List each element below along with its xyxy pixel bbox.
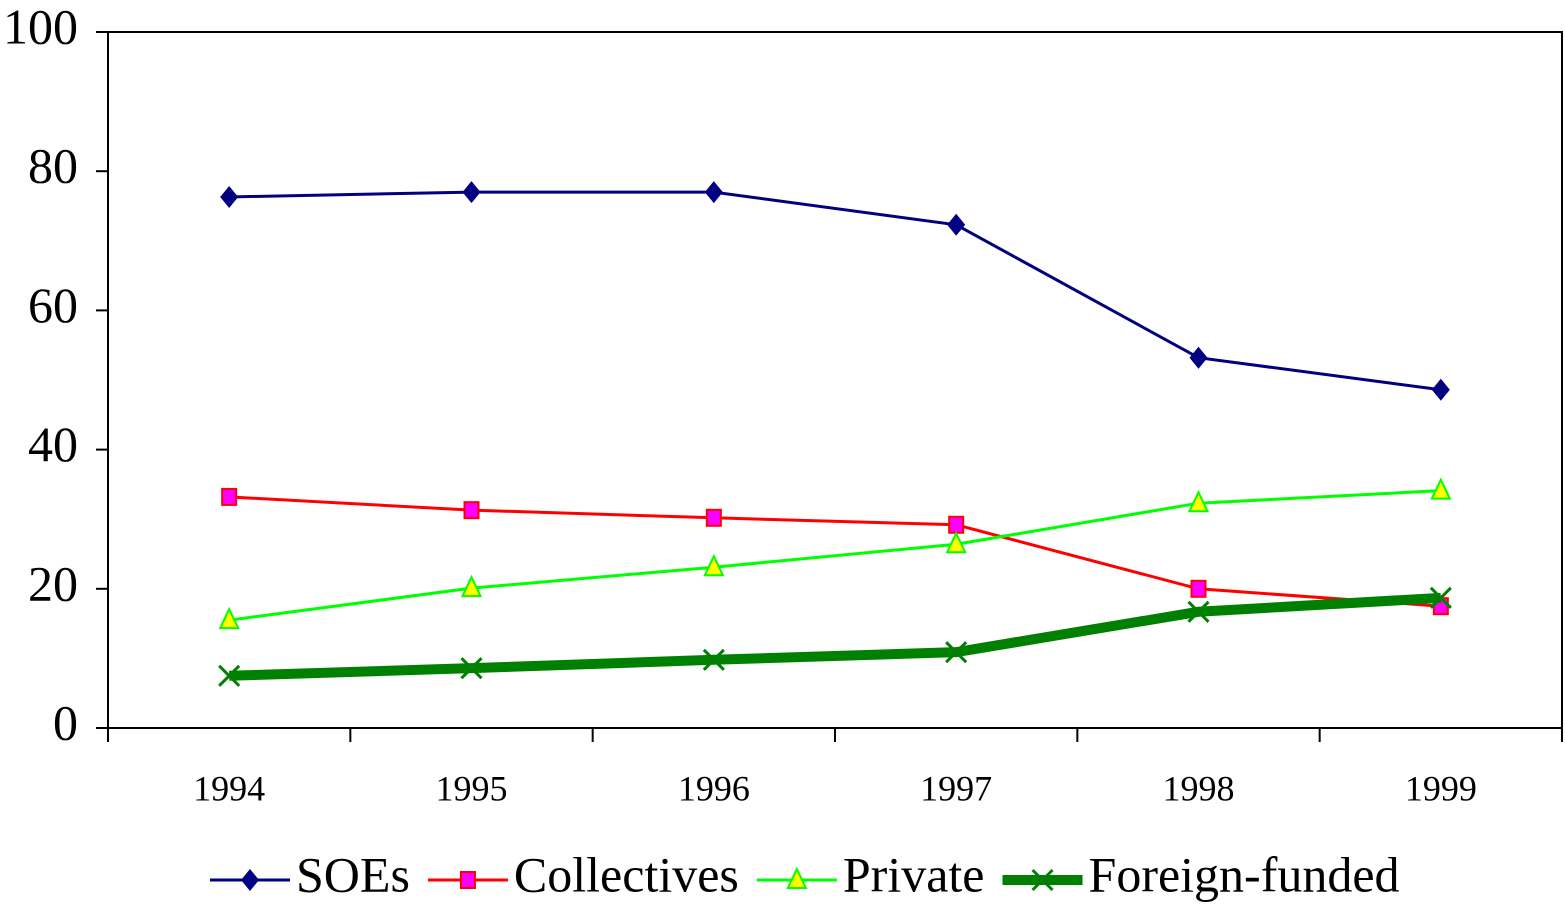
marker [1190,579,1207,598]
marker [945,641,968,664]
marker [705,508,722,527]
legend-item: SOEs [210,846,410,902]
marker [221,487,238,506]
marker [1031,868,1054,892]
y-tick-label: 40 [28,416,78,472]
marker [462,181,481,204]
marker [948,515,965,534]
y-tick-label: 20 [28,555,78,611]
x-tick-label: 1995 [436,768,508,808]
x-tick-label: 1997 [920,768,992,808]
y-tick-label: 0 [53,694,78,750]
marker [459,871,476,889]
y-tick-label: 60 [28,277,78,333]
marker [1187,600,1210,623]
marker [218,606,240,630]
marker [1431,378,1450,401]
marker [703,553,725,577]
y-tick-label: 80 [28,138,78,194]
marker [218,664,241,687]
marker [241,869,259,891]
marker [947,213,966,236]
series-line [229,592,1442,681]
series-line [229,190,1442,392]
plot-area [107,31,1563,729]
marker [702,648,725,671]
legend-item: Foreign-funded [1002,846,1400,902]
legend-label: Collectives [514,846,739,902]
x-tick-label: 1998 [1163,768,1235,808]
y-tick-label: 100 [3,0,78,54]
series-line [229,495,1441,608]
marker [786,866,808,889]
x-tick-label: 1996 [678,768,750,808]
x-tick-label: 1999 [1405,768,1477,808]
marker [460,574,483,598]
legend-item: Collectives [427,846,739,902]
legend-item: Private [756,846,985,902]
marker [460,657,483,680]
marker [220,185,239,208]
legend-label: Private [843,846,985,902]
marker [704,181,723,204]
marker [463,501,480,520]
marker [1430,477,1452,500]
series-line [228,489,1441,622]
marker [945,530,967,554]
legend-label: SOEs [296,846,410,902]
marker [1429,586,1452,609]
marker [1189,346,1208,369]
x-tick-label: 1994 [193,768,265,808]
marker [1187,489,1210,513]
legend-label: Foreign-funded [1089,846,1400,902]
